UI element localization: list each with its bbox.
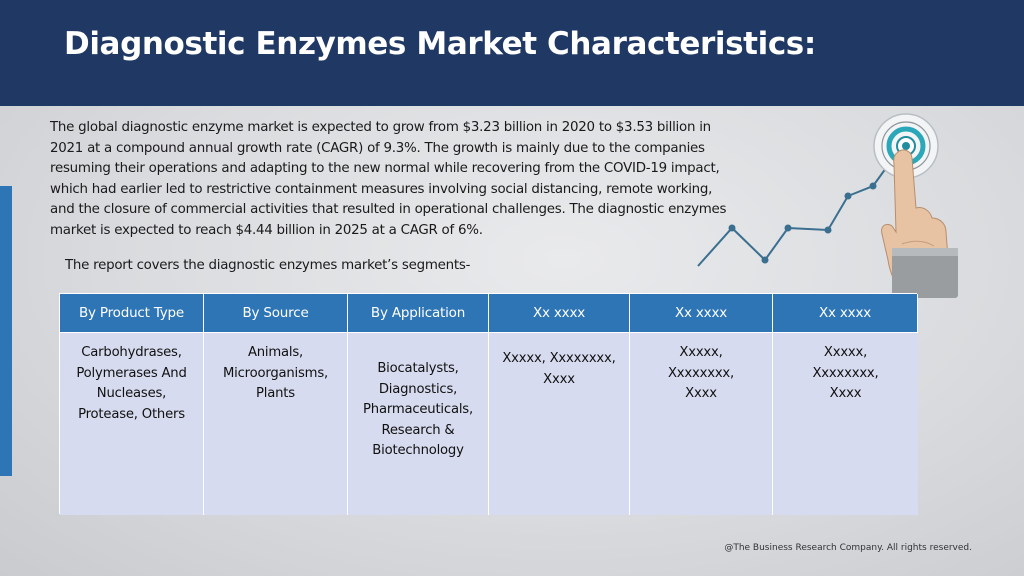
pointing-hand-icon bbox=[881, 149, 958, 298]
segments-intro: The report covers the diagnostic enzymes… bbox=[65, 258, 471, 273]
left-accent-bar bbox=[0, 186, 12, 476]
table-header-cell: Xx xxxx bbox=[489, 294, 630, 332]
table-cell: Biocatalysts, Diagnostics, Pharmaceutica… bbox=[348, 332, 489, 515]
trend-point bbox=[844, 192, 852, 200]
table-cell: Animals, Microorganisms, Plants bbox=[204, 332, 348, 515]
growth-trend-target-hand-icon bbox=[697, 113, 958, 298]
intro-paragraph: The global diagnostic enzyme market is e… bbox=[50, 120, 727, 238]
table-cell: Xxxxx, Xxxxxxxx, Xxxx bbox=[630, 332, 773, 515]
title-bar: Diagnostic Enzymes Market Characteristic… bbox=[0, 0, 1024, 106]
trend-point bbox=[761, 256, 769, 264]
trend-point bbox=[784, 224, 792, 232]
trend-point bbox=[824, 226, 832, 234]
copyright-footer: @The Business Research Company. All righ… bbox=[724, 543, 972, 553]
segments-table: By Product Type By Source By Application… bbox=[59, 293, 918, 515]
table-header-cell: Xx xxxx bbox=[773, 294, 918, 332]
table-header-cell: Xx xxxx bbox=[630, 294, 773, 332]
slide-title: Diagnostic Enzymes Market Characteristic… bbox=[64, 26, 816, 62]
trend-point bbox=[869, 182, 877, 190]
table-header-cell: By Product Type bbox=[60, 294, 204, 332]
table-cell: Xxxxx, Xxxxxxxx, Xxxx bbox=[773, 332, 918, 515]
table-header-cell: By Source bbox=[204, 294, 348, 332]
table-cell: Carbohydrases, Polymerases And Nucleases… bbox=[60, 332, 204, 515]
trend-point bbox=[728, 224, 736, 232]
table-cell: Xxxxx, Xxxxxxxx, Xxxx bbox=[489, 332, 630, 515]
trend-line bbox=[697, 145, 903, 267]
table-header-cell: By Application bbox=[348, 294, 489, 332]
